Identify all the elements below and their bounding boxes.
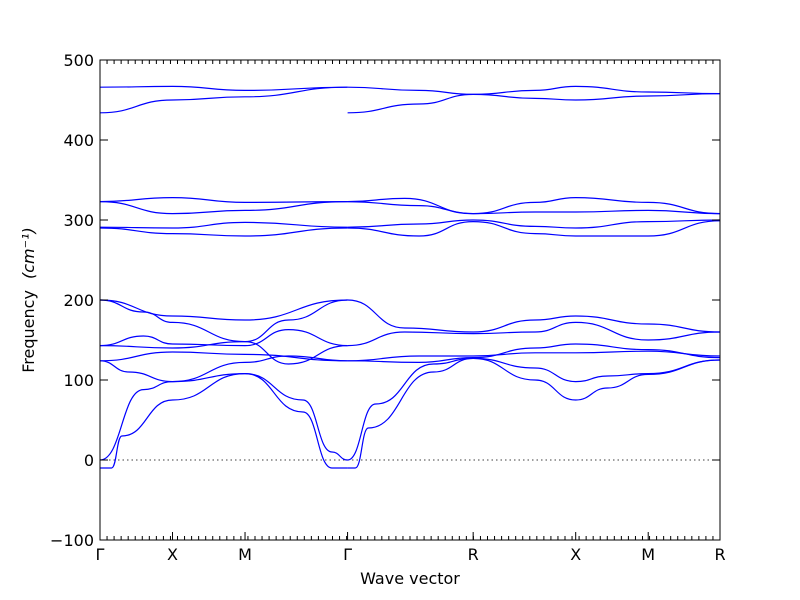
band-line-19 — [347, 321, 721, 347]
band-line-25 — [347, 85, 721, 114]
y-tick-label: 300 — [63, 211, 94, 230]
band-line-18 — [347, 343, 721, 364]
x-tick-label-8: R — [714, 545, 725, 564]
y-axis-ticks: −100 0 100 200 300 400 500 — [50, 51, 720, 550]
band-line-20 — [347, 299, 721, 333]
y-tick-label: 500 — [63, 51, 94, 70]
band-line-8 — [99, 299, 348, 321]
band-line-12 — [99, 196, 348, 204]
y-tick-label: 0 — [84, 451, 94, 470]
plot-area — [99, 85, 721, 469]
x-tick-label-5: R — [468, 545, 479, 564]
x-tick-label-1: Γ — [96, 545, 105, 564]
x-tick-label-7: M — [641, 545, 655, 564]
band-line-26 — [347, 86, 721, 101]
band-line-7 — [99, 299, 348, 343]
band-line-16 — [347, 357, 721, 461]
y-tick-label: 100 — [63, 371, 94, 390]
y-axis-label-unit: (cm⁻¹) — [19, 227, 38, 279]
band-line-17 — [347, 350, 721, 362]
x-tick-label-3: M — [238, 545, 252, 564]
band-line-21 — [347, 220, 721, 237]
band-line-11 — [99, 201, 348, 215]
band-line-15 — [347, 357, 721, 469]
band-line-14 — [99, 85, 348, 92]
x-tick-label-2: X — [167, 545, 178, 564]
band-line-22 — [347, 219, 721, 229]
y-tick-label: −100 — [50, 531, 94, 550]
y-tick-label: 200 — [63, 291, 94, 310]
y-axis-label: Frequency (cm⁻¹) — [19, 227, 38, 372]
band-line-1 — [100, 372, 348, 469]
plot-frame — [99, 59, 721, 541]
band-line-24 — [347, 196, 721, 215]
band-line-5 — [99, 328, 348, 347]
band-line-10 — [99, 221, 348, 229]
x-axis-label: Wave vector — [360, 569, 460, 588]
band-line-23 — [347, 201, 721, 215]
band-line-4 — [99, 351, 348, 362]
band-line-2 — [99, 372, 348, 461]
y-axis-label-text: Frequency — [19, 290, 38, 373]
y-tick-label: 400 — [63, 131, 94, 150]
band-line-13 — [99, 86, 348, 114]
x-tick-label-6: X — [570, 545, 581, 564]
band-line-9 — [99, 227, 348, 237]
band-line-3 — [99, 355, 348, 383]
x-tick-label-4: Γ — [343, 545, 352, 564]
